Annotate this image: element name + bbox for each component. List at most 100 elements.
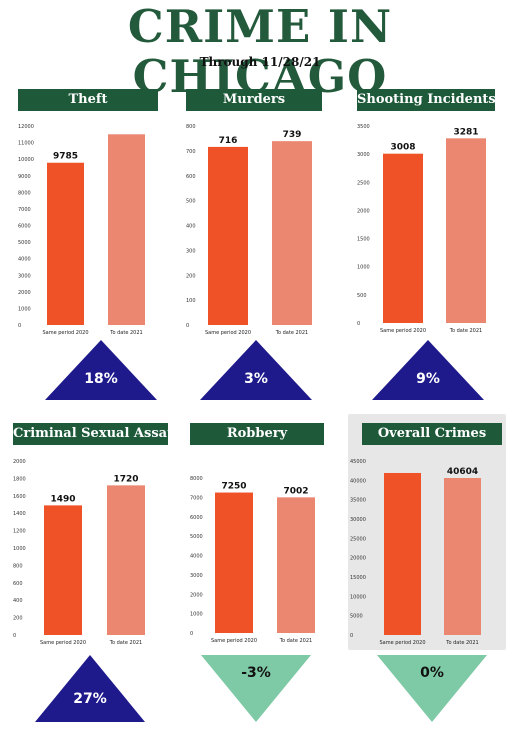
criminal-sexual-assault-ytick-label: 600 <box>13 581 23 587</box>
theft-ytick-label: 6000 <box>18 224 31 230</box>
shooting-incidents-ytick-label: 1000 <box>357 265 370 271</box>
robbery-ytick-label: 3000 <box>190 573 203 579</box>
shooting-incidents-chart-title: Shooting Incidents <box>357 89 495 111</box>
criminal-sexual-assault-data-label: 1720 <box>113 474 138 484</box>
murders-category-label: To date 2021 <box>275 330 308 336</box>
criminal-sexual-assault-ytick-label: 200 <box>13 616 23 622</box>
shooting-incidents-bar-2021 <box>446 138 486 323</box>
robbery-ytick-label: 7000 <box>190 495 203 501</box>
theft-ytick-label: 4000 <box>18 257 31 263</box>
theft-ytick-label: 1000 <box>18 306 31 312</box>
murders-ytick-label: 200 <box>186 273 196 279</box>
robbery-chart-title: Robbery <box>190 423 324 445</box>
robbery-ytick-label: 5000 <box>190 534 203 540</box>
theft-data-label: 9785 <box>53 152 78 162</box>
shooting-incidents-ytick-label: 2500 <box>357 180 370 186</box>
shooting-incidents-ytick-label: 500 <box>357 293 367 299</box>
robbery-category-label: Same period 2020 <box>211 638 257 644</box>
robbery-bar-2021 <box>277 497 315 633</box>
shooting-incidents-ytick-label: 3500 <box>357 124 370 130</box>
shooting-incidents-change-label: 9% <box>416 371 440 387</box>
theft-change-triangle <box>45 340 157 400</box>
robbery-change-triangle <box>201 655 311 722</box>
murders-ytick-label: 800 <box>186 124 196 130</box>
shooting-incidents-category-label: To date 2021 <box>449 328 482 334</box>
murders-ytick-label: 100 <box>186 298 196 304</box>
murders-ytick-label: 400 <box>186 224 196 230</box>
shooting-incidents-change-triangle <box>372 340 484 400</box>
shooting-incidents-category-label: Same period 2020 <box>380 328 426 334</box>
robbery-category-label: To date 2021 <box>279 638 312 644</box>
theft-bar-2020 <box>47 162 84 325</box>
murders-ytick-label: 700 <box>186 149 196 155</box>
criminal-sexual-assault-ytick-label: 1200 <box>13 529 26 535</box>
criminal-sexual-assault-ytick-label: 1800 <box>13 476 26 482</box>
robbery-ytick-label: 0 <box>190 631 193 637</box>
overall-crimes-panel-background <box>348 414 506 650</box>
theft-ytick-label: 5000 <box>18 240 31 246</box>
theft-ytick-label: 10000 <box>18 157 34 163</box>
theft-ytick-label: 11000 <box>18 141 34 147</box>
overall-crimes-chart-title: Overall Crimes <box>362 423 502 445</box>
murders-bar-2021 <box>272 141 312 325</box>
theft-ytick-label: 8000 <box>18 190 31 196</box>
theft-category-label: Same period 2020 <box>42 330 88 336</box>
robbery-ytick-label: 6000 <box>190 515 203 521</box>
murders-ytick-label: 600 <box>186 174 196 180</box>
shooting-incidents-ytick-label: 2000 <box>357 208 370 214</box>
criminal-sexual-assault-ytick-label: 1600 <box>13 494 26 500</box>
theft-chart-title: Theft <box>18 89 158 111</box>
robbery-ytick-label: 2000 <box>190 592 203 598</box>
shooting-incidents-data-label: 3008 <box>390 143 415 153</box>
robbery-ytick-label: 8000 <box>190 476 203 482</box>
criminal-sexual-assault-change-triangle <box>35 655 145 722</box>
theft-category-label: To date 2021 <box>109 330 142 336</box>
theft-ytick-label: 9000 <box>18 174 31 180</box>
robbery-bar-2020 <box>215 492 253 633</box>
overall-crimes-change-label: 0% <box>420 665 444 681</box>
theft-ytick-label: 7000 <box>18 207 31 213</box>
murders-ytick-label: 300 <box>186 248 196 254</box>
criminal-sexual-assault-ytick-label: 1000 <box>13 546 26 552</box>
shooting-incidents-ytick-label: 1500 <box>357 237 370 243</box>
criminal-sexual-assault-ytick-label: 1400 <box>13 511 26 517</box>
criminal-sexual-assault-bar-2021 <box>107 485 145 635</box>
murders-bar-2020 <box>208 146 248 325</box>
murders-ytick-label: 500 <box>186 199 196 205</box>
criminal-sexual-assault-ytick-label: 0 <box>13 633 16 639</box>
murders-ytick-label: 0 <box>186 323 189 329</box>
page-title: CRIME IN CHICAGO <box>127 0 393 103</box>
shooting-incidents-ytick-label: 3000 <box>357 152 370 158</box>
theft-ytick-label: 0 <box>18 323 21 329</box>
theft-ytick-label: 2000 <box>18 290 31 296</box>
robbery-ytick-label: 1000 <box>190 612 203 618</box>
criminal-sexual-assault-category-label: Same period 2020 <box>40 640 86 646</box>
murders-data-label: 716 <box>219 136 238 146</box>
criminal-sexual-assault-ytick-label: 800 <box>13 563 23 569</box>
shooting-incidents-bar-2020 <box>383 153 423 323</box>
murders-data-label: 739 <box>283 130 302 140</box>
overall-crimes-change-triangle <box>377 655 487 722</box>
shooting-incidents-ytick-label: 0 <box>357 321 360 327</box>
murders-chart-title: Murders <box>186 89 322 111</box>
theft-bar-2021 <box>108 134 145 325</box>
criminal-sexual-assault-change-label: 27% <box>73 691 107 707</box>
theft-ytick-label: 3000 <box>18 273 31 279</box>
robbery-change-label: -3% <box>241 665 271 681</box>
murders-change-label: 3% <box>244 371 268 387</box>
murders-change-triangle <box>200 340 312 400</box>
murders-category-label: Same period 2020 <box>205 330 251 336</box>
shooting-incidents-data-label: 3281 <box>453 127 478 137</box>
theft-change-label: 18% <box>84 371 118 387</box>
robbery-ytick-label: 4000 <box>190 554 203 560</box>
page-subtitle: Through 11/28/21 <box>199 55 321 69</box>
theft-ytick-label: 12000 <box>18 124 34 130</box>
criminal-sexual-assault-ytick-label: 400 <box>13 598 23 604</box>
criminal-sexual-assault-data-label: 1490 <box>50 494 75 504</box>
criminal-sexual-assault-chart-title: Criminal Sexual Assault <box>13 423 168 445</box>
criminal-sexual-assault-bar-2020 <box>44 505 82 635</box>
criminal-sexual-assault-ytick-label: 2000 <box>13 459 26 465</box>
robbery-data-label: 7250 <box>221 482 246 492</box>
robbery-data-label: 7002 <box>283 486 308 496</box>
criminal-sexual-assault-category-label: To date 2021 <box>109 640 142 646</box>
